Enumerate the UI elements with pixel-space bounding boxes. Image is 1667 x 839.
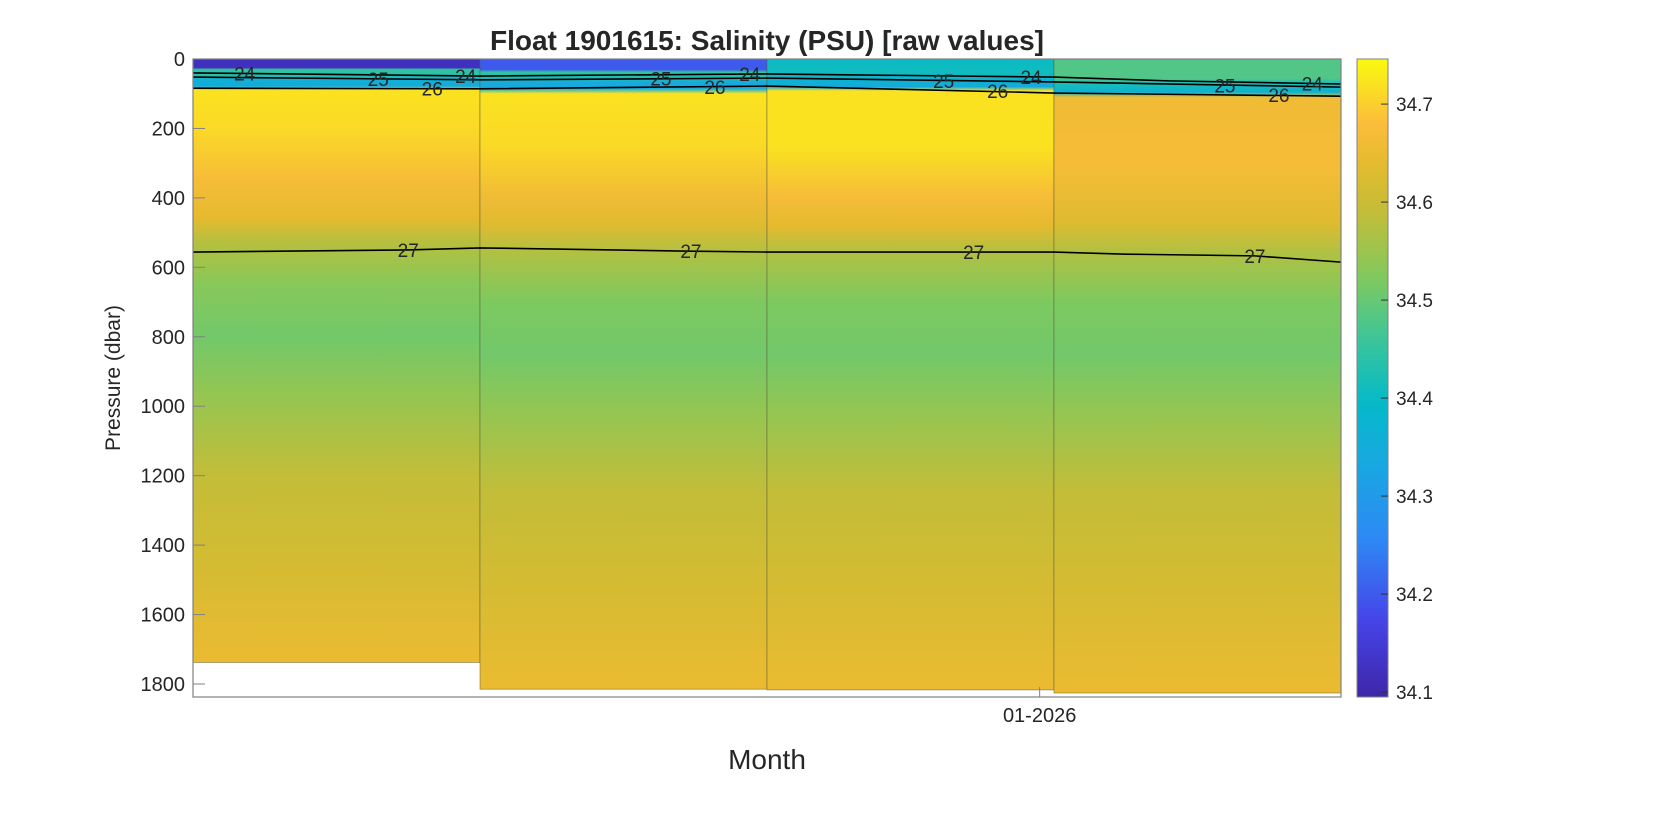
profile-columns bbox=[192, 58, 1342, 694]
y-axis-ticks: 0 200 400 600 800 1000 1200 1400 1600 1800 bbox=[141, 49, 205, 696]
plot-axes-box bbox=[192, 58, 1342, 698]
chart-title: Float 1901615: Salinity (PSU) [raw value… bbox=[490, 25, 1044, 56]
colorbar-tick-label: 34.3 bbox=[1396, 487, 1433, 508]
profile-column bbox=[1053, 58, 1342, 694]
colorbar bbox=[1356, 58, 1389, 698]
density-contours: 24 24 24 24 24 25 25 25 25 26 26 26 26 27 27 27 27 bbox=[192, 64, 1342, 268]
contour-label: 27 bbox=[398, 241, 419, 262]
x-axis-ticks: 01-2026 bbox=[1003, 687, 1076, 727]
x-tick-label: 01-2026 bbox=[1003, 705, 1076, 727]
contour-line-25 bbox=[192, 76, 1342, 88]
y-tick-label: 1800 bbox=[141, 674, 186, 696]
contour-label: 26 bbox=[422, 80, 443, 101]
contour-label: 25 bbox=[1214, 77, 1235, 98]
contour-label: 25 bbox=[933, 72, 954, 93]
contour-label: 24 bbox=[234, 64, 256, 85]
contour-label: 24 bbox=[1302, 74, 1324, 95]
contour-label: 27 bbox=[1244, 247, 1265, 268]
colorbar-ticks: 34.1 34.2 34.3 34.4 34.5 34.6 34.7 bbox=[1381, 95, 1433, 704]
contour-label: 26 bbox=[987, 82, 1008, 103]
contour-line-26 bbox=[192, 85, 1342, 97]
contour-line-27 bbox=[192, 247, 1342, 263]
y-tick-label: 1200 bbox=[141, 466, 186, 488]
y-tick-label: 1600 bbox=[141, 605, 186, 627]
y-tick-label: 0 bbox=[174, 49, 185, 71]
colorbar-tick-label: 34.2 bbox=[1396, 585, 1433, 606]
colorbar-tick-label: 34.4 bbox=[1396, 389, 1433, 410]
colorbar-tick-label: 34.1 bbox=[1396, 683, 1433, 704]
y-tick-label: 1000 bbox=[141, 396, 186, 418]
contour-label: 24 bbox=[1020, 68, 1042, 89]
contour-label: 27 bbox=[680, 242, 701, 263]
y-tick-label: 400 bbox=[152, 188, 185, 210]
contour-line-24 bbox=[192, 72, 1342, 85]
contour-label: 24 bbox=[455, 67, 477, 88]
contour-label: 25 bbox=[368, 70, 389, 91]
x-axis-label: Month bbox=[728, 744, 806, 775]
y-tick-label: 800 bbox=[152, 327, 185, 349]
y-tick-label: 200 bbox=[152, 118, 185, 140]
contour-label: 25 bbox=[650, 70, 671, 91]
colorbar-tick-label: 34.5 bbox=[1396, 291, 1433, 312]
profile-column bbox=[192, 58, 481, 663]
contour-label: 26 bbox=[1268, 86, 1289, 107]
profile-column bbox=[766, 58, 1055, 691]
y-axis-label: Pressure (dbar) bbox=[102, 305, 125, 451]
y-tick-label: 1400 bbox=[141, 535, 186, 557]
y-tick-label: 600 bbox=[152, 257, 185, 279]
profile-column bbox=[479, 58, 768, 690]
contour-label: 27 bbox=[963, 243, 984, 264]
colorbar-tick-label: 34.7 bbox=[1396, 95, 1433, 116]
contour-label: 26 bbox=[704, 78, 725, 99]
contour-label: 24 bbox=[739, 65, 761, 86]
colorbar-tick-label: 34.6 bbox=[1396, 193, 1433, 214]
